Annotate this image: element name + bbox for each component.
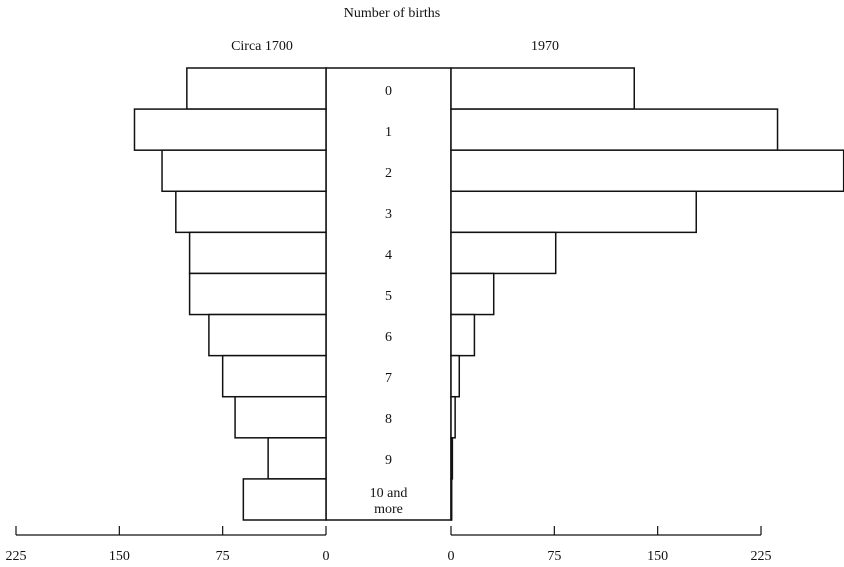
x-tick-label: 0	[448, 549, 455, 564]
category-box	[325, 67, 452, 521]
category-label: 9	[385, 453, 392, 469]
bar	[267, 437, 327, 480]
bar	[450, 231, 557, 275]
bar	[450, 149, 844, 193]
x-tick-label: 225	[6, 549, 27, 564]
series-label: 1970	[531, 39, 559, 54]
bar	[450, 108, 779, 151]
bar	[221, 354, 327, 398]
bar	[450, 395, 456, 439]
bar	[450, 190, 697, 234]
category-label: 2	[385, 165, 392, 181]
x-tick-label: 225	[751, 549, 772, 564]
bar	[450, 478, 453, 521]
bar	[175, 190, 327, 234]
category-label: 5	[385, 289, 392, 304]
bar	[188, 272, 327, 316]
category-label: 1	[385, 124, 392, 140]
x-tick-label: 75	[547, 549, 561, 564]
bar	[133, 108, 327, 151]
category-label: 0	[385, 83, 392, 99]
bar	[450, 354, 461, 398]
bar	[234, 395, 327, 439]
series-label: Circa 1700	[231, 39, 293, 54]
bar	[450, 272, 495, 316]
bar	[450, 437, 454, 480]
x-tick-label: 75	[216, 549, 230, 564]
x-tick-label: 150	[109, 549, 130, 564]
bar	[161, 149, 327, 193]
category-label: 8	[385, 412, 392, 428]
bar	[186, 67, 327, 110]
bar	[450, 67, 635, 110]
x-tick-label: 150	[647, 549, 668, 564]
category-label: 3	[385, 206, 392, 222]
chart-title: Number of births	[344, 6, 440, 21]
bar	[188, 231, 327, 275]
x-tick-label: 0	[323, 549, 330, 564]
bar	[450, 313, 476, 357]
category-label: 4	[385, 247, 392, 263]
bar	[208, 313, 327, 357]
category-label: 6	[385, 330, 392, 346]
category-label: 7	[385, 371, 392, 387]
category-label: 10 and more	[369, 486, 408, 518]
bar	[242, 478, 327, 521]
